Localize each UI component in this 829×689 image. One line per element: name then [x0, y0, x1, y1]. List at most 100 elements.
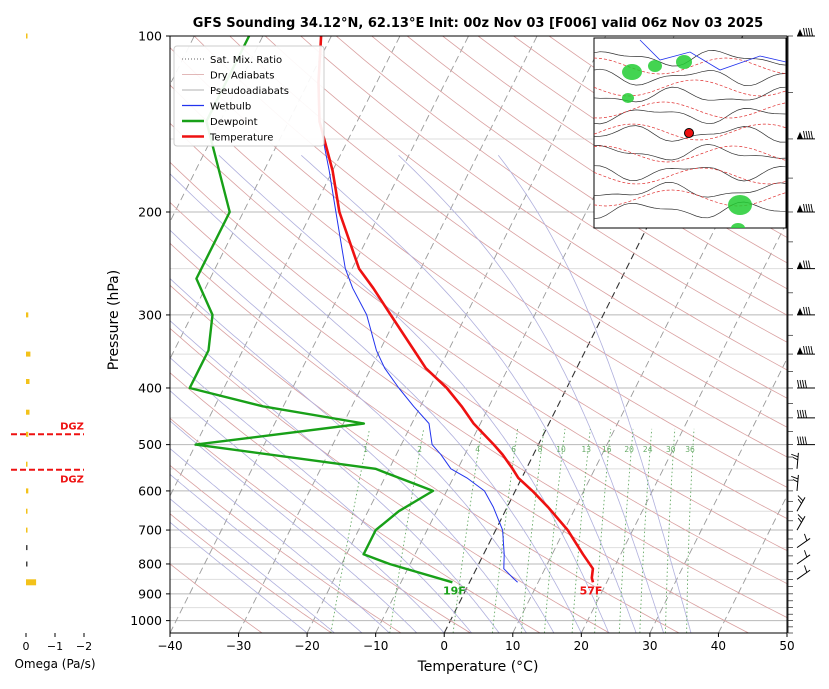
omega-bar — [26, 431, 29, 437]
wind-barb-pennant — [797, 307, 803, 315]
legend-box — [173, 45, 325, 147]
map-contour-line — [594, 165, 786, 182]
moist-adiabat-line — [170, 229, 555, 633]
dry-adiabat-line — [300, 36, 787, 371]
map-coastline — [639, 39, 786, 71]
wind-barb-feather — [792, 457, 798, 461]
wind-barb-feather — [799, 409, 802, 418]
x-tick-label: 10 — [505, 639, 520, 653]
moist-adiabat-line — [170, 498, 335, 633]
surface-temperature-label: 57F — [580, 584, 603, 597]
wind-barb — [797, 260, 815, 270]
moist-adiabat-line — [170, 473, 363, 633]
y-tick-label: 200 — [138, 205, 162, 220]
map-precip-area — [622, 64, 642, 80]
wind-barb-feather — [803, 203, 806, 213]
mixing-ratio-label: 13 — [582, 445, 592, 454]
wind-barb-feather — [810, 130, 813, 139]
wind-barb-feather — [805, 27, 808, 37]
wind-barb — [796, 495, 806, 512]
map-precip-area — [731, 223, 745, 228]
dry-adiabat-line — [170, 46, 787, 488]
wind-barb — [797, 130, 815, 140]
omega-bar — [26, 33, 28, 39]
map-thickness-line — [594, 57, 786, 75]
wind-barb-feather — [804, 436, 807, 445]
map-contour-line — [594, 201, 786, 220]
wind-barb-staff — [796, 474, 799, 491]
moist-adiabat-line — [398, 155, 664, 633]
dry-adiabat-line — [170, 161, 787, 585]
dry-adiabat-line — [170, 563, 263, 633]
wind-barb-feather — [810, 27, 813, 37]
map-thickness-line — [594, 123, 786, 141]
moist-adiabat-line — [170, 173, 582, 633]
map-location-marker — [684, 128, 694, 138]
y-tick-label: 500 — [138, 437, 162, 452]
dry-adiabat-line — [406, 36, 787, 290]
wind-barb-feather — [808, 130, 811, 139]
omega-bar — [26, 545, 28, 551]
mixing-ratio-line — [639, 428, 653, 633]
moist-adiabat-line — [170, 420, 418, 633]
mixing-ratio-label: 2 — [417, 445, 422, 454]
wind-barb-feather — [805, 346, 808, 355]
mixing-ratio-label: 16 — [602, 445, 612, 454]
wind-barb-feather — [797, 409, 800, 418]
x-tick-label: 0 — [440, 639, 448, 653]
isotherm-line — [170, 36, 195, 86]
wind-barb-feather — [797, 379, 800, 389]
y-tick-label: 100 — [138, 29, 162, 44]
wind-barb — [796, 550, 811, 565]
x-tick-label: −20 — [294, 639, 319, 653]
dry-adiabat-line — [264, 36, 787, 399]
wind-barb-feather — [797, 514, 804, 521]
wind-barb-rotated — [791, 474, 799, 491]
wind-barb-feather — [810, 346, 813, 355]
map-thickness-line — [594, 145, 786, 163]
isotherm-line — [0, 36, 57, 633]
wind-barb — [791, 474, 799, 491]
wind-barb-feather — [810, 203, 813, 213]
isotherm-line — [718, 494, 787, 633]
wind-barb-feather — [803, 27, 806, 37]
dewpoint-profile-line — [188, 36, 453, 584]
y-axis-label: Pressure (hPa) — [106, 270, 122, 370]
wind-barb-pennant — [797, 347, 803, 355]
omega-bar — [26, 461, 28, 467]
omega-bar — [26, 508, 28, 514]
omega-bar — [26, 379, 30, 384]
mixing-ratio-label: 4 — [475, 445, 480, 454]
wind-barb — [797, 346, 815, 355]
temperature-profile-line — [317, 36, 595, 583]
moist-adiabat-line — [170, 448, 390, 633]
mixing-ratio-line — [571, 428, 591, 633]
mixing-ratio-line — [520, 428, 545, 633]
isotherm-line — [649, 357, 787, 633]
omega-bar — [26, 312, 29, 318]
y-tick-label: 900 — [138, 586, 162, 601]
dry-adiabat-line — [170, 464, 402, 633]
dgz-label: DGZ — [60, 475, 84, 486]
moist-adiabat-line — [170, 521, 308, 633]
wind-barb — [796, 565, 811, 580]
wind-barb-pennant — [797, 205, 803, 212]
wind-barb-rotated — [796, 495, 806, 512]
map-thickness-line — [594, 189, 786, 207]
map-contour-line — [594, 144, 786, 161]
omega-bar — [26, 409, 30, 415]
mixing-ratio-label: 20 — [624, 445, 634, 454]
isotherm-line — [238, 36, 538, 633]
omega-panel: 0 −1 −2 DGZ DGZ — [11, 33, 92, 653]
omega-bar — [26, 488, 29, 494]
omega-bar — [26, 527, 28, 533]
moist-adiabat-line — [218, 155, 610, 633]
map-contour-line — [594, 68, 786, 87]
wind-barb-feather — [808, 346, 811, 355]
map-precip-area — [728, 195, 752, 215]
dry-adiabat-line — [170, 417, 471, 633]
omega-tick-label: −1 — [47, 640, 63, 653]
wind-barb-feather — [803, 346, 806, 355]
